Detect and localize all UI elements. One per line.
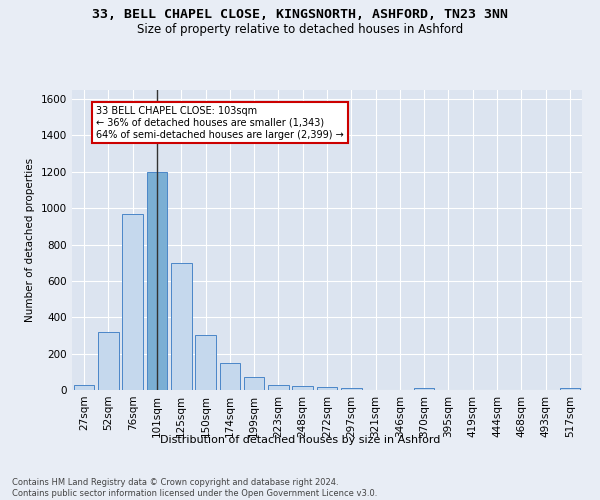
Bar <box>244 378 265 390</box>
Bar <box>146 172 167 390</box>
Bar <box>98 332 119 390</box>
Bar <box>292 386 313 390</box>
Text: Contains HM Land Registry data © Crown copyright and database right 2024.
Contai: Contains HM Land Registry data © Crown c… <box>12 478 377 498</box>
Bar <box>317 388 337 390</box>
Bar <box>268 384 289 390</box>
Text: 33 BELL CHAPEL CLOSE: 103sqm
← 36% of detached houses are smaller (1,343)
64% of: 33 BELL CHAPEL CLOSE: 103sqm ← 36% of de… <box>96 106 344 140</box>
Text: 33, BELL CHAPEL CLOSE, KINGSNORTH, ASHFORD, TN23 3NN: 33, BELL CHAPEL CLOSE, KINGSNORTH, ASHFO… <box>92 8 508 20</box>
Bar <box>122 214 143 390</box>
Text: Distribution of detached houses by size in Ashford: Distribution of detached houses by size … <box>160 435 440 445</box>
Bar <box>220 362 240 390</box>
Bar <box>195 336 216 390</box>
Y-axis label: Number of detached properties: Number of detached properties <box>25 158 35 322</box>
Bar <box>560 388 580 390</box>
Bar <box>414 388 434 390</box>
Bar <box>171 262 191 390</box>
Bar <box>74 384 94 390</box>
Text: Size of property relative to detached houses in Ashford: Size of property relative to detached ho… <box>137 22 463 36</box>
Bar <box>341 388 362 390</box>
